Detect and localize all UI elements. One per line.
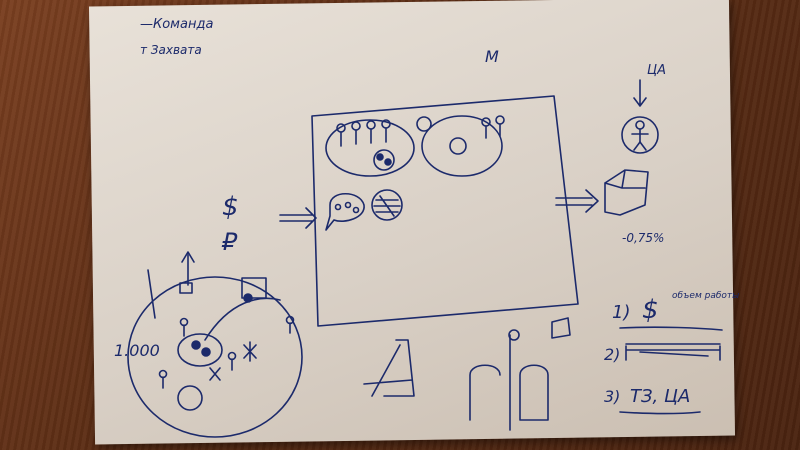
arrow-into-screen bbox=[279, 207, 317, 229]
pin-figures-2 bbox=[481, 115, 505, 139]
screen-frame bbox=[311, 95, 579, 327]
crowd-core-ellipse bbox=[177, 333, 223, 367]
stick-figure bbox=[631, 120, 649, 151]
crowd-small-circle bbox=[177, 385, 203, 411]
small-figure-circle bbox=[416, 116, 432, 132]
crowd-flag bbox=[179, 282, 193, 294]
small-node bbox=[508, 329, 520, 341]
list-item-3-number: 3) bbox=[604, 387, 620, 406]
ruble-sign: ₽ bbox=[221, 228, 238, 256]
crowd-curve bbox=[204, 297, 281, 341]
cluster-blob-2 bbox=[449, 137, 467, 155]
list-item-3-text: ТЗ, ЦА bbox=[630, 386, 690, 407]
list-item-1-note: объем работы bbox=[672, 291, 739, 301]
speech-bubble bbox=[325, 192, 365, 231]
scribbled-blob bbox=[371, 189, 403, 221]
screen-label: М bbox=[485, 47, 499, 66]
pin-figures-1 bbox=[336, 119, 391, 147]
target-audience-label: ЦА bbox=[647, 63, 666, 78]
timeline-sketch bbox=[625, 343, 721, 361]
list-underline-3 bbox=[619, 411, 701, 415]
star-scribble-1 bbox=[243, 341, 257, 362]
crowd-box bbox=[241, 277, 267, 299]
arrow-down bbox=[633, 79, 647, 107]
up-line-2 bbox=[147, 269, 156, 319]
star-scribble-2 bbox=[209, 367, 221, 381]
percent-note: -0,75% bbox=[622, 231, 664, 245]
crowd-circle bbox=[127, 276, 303, 438]
cluster-blob-1 bbox=[373, 149, 395, 171]
crowd-count: 1.000 bbox=[114, 341, 160, 360]
list-item-1-symbol: $ bbox=[642, 295, 659, 325]
list-underline-1 bbox=[619, 326, 723, 331]
arrow-to-box bbox=[555, 189, 599, 213]
list-item-1-number: 1) bbox=[612, 302, 630, 323]
up-arrow-1 bbox=[181, 251, 195, 286]
list-item-2-number: 2) bbox=[604, 345, 620, 364]
target-circle bbox=[621, 116, 659, 154]
dollar-sign: $ bbox=[222, 192, 239, 222]
group-ellipse-2 bbox=[421, 115, 503, 177]
triangle-sketch bbox=[363, 339, 415, 397]
note-capture: т Захвата bbox=[140, 43, 202, 57]
tag-box bbox=[551, 317, 571, 339]
crowd-people bbox=[158, 293, 295, 389]
cube-sketch bbox=[604, 169, 649, 216]
note-team: —Команда bbox=[140, 17, 213, 32]
group-ellipse-1 bbox=[325, 119, 415, 177]
door-sketch bbox=[469, 364, 549, 421]
